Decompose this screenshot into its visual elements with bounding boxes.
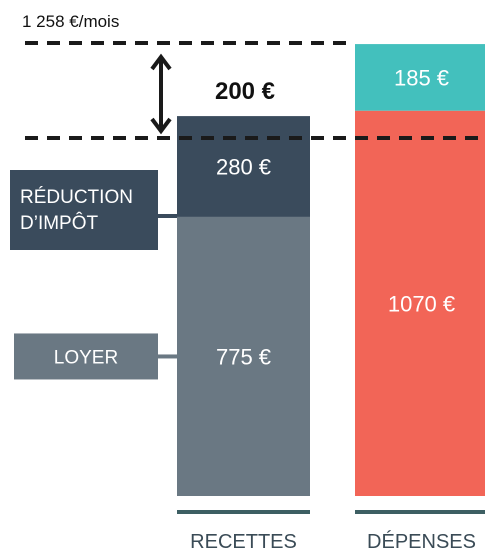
segment-surplus	[355, 44, 485, 111]
category-label-recettes: RECETTES	[190, 531, 297, 553]
base-line-dépenses	[355, 510, 485, 514]
gap-value-label: 200 €	[215, 78, 275, 105]
gap-arrow-icon	[150, 53, 172, 135]
segment-label-surplus: 185 €	[394, 65, 449, 90]
category-label-dépenses: DÉPENSES	[367, 530, 476, 553]
side-label-box-loyer	[14, 333, 158, 380]
top-value-label: 1 258 €/mois	[22, 12, 119, 31]
side-connector-reduction	[158, 214, 177, 218]
segment-label-reduction: 280 €	[216, 155, 271, 180]
segment-label-loyer: 775 €	[216, 344, 271, 369]
segment-label-depenses: 1070 €	[388, 291, 455, 316]
segment-reduction	[177, 116, 310, 217]
base-line-recettes	[177, 510, 310, 514]
side-label-box-reduction	[10, 170, 158, 250]
segment-depenses	[355, 110, 485, 496]
side-label-loyer: LOYER	[54, 347, 118, 368]
bar-recettes: 775 € LOYER 280 € RÉDUCTION D’IMPÔT	[10, 116, 310, 496]
segment-loyer	[177, 216, 310, 496]
bar-dépenses: 1070 € 185 €	[355, 44, 485, 496]
side-label-reduction: RÉDUCTION D’IMPÔT	[20, 187, 133, 234]
side-connector-loyer	[158, 354, 177, 359]
